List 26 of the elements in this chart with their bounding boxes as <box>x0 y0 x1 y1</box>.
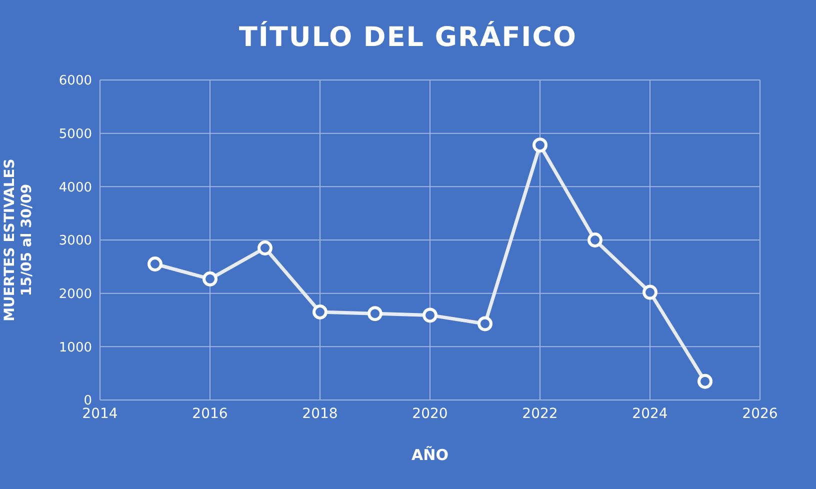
point <box>368 306 382 322</box>
point <box>642 284 658 300</box>
y-tick-label: 3000 <box>58 234 92 249</box>
y-axis-title: MUERTES ESTIVALES 15/05 al 30/09 <box>2 158 35 322</box>
point <box>588 232 602 248</box>
y-tick-label: 6000 <box>58 74 92 89</box>
x-tick-label: 2026 <box>742 406 778 422</box>
point <box>202 271 218 286</box>
x-tick-label: 2020 <box>412 406 448 422</box>
x-tick-label: 2018 <box>302 406 338 422</box>
x-tick-label: 2022 <box>522 406 558 422</box>
point <box>532 138 548 153</box>
y-tick-label: 2000 <box>58 286 92 302</box>
point <box>478 316 492 332</box>
point <box>312 304 328 320</box>
y-tick-label: 4000 <box>58 180 92 196</box>
point <box>148 256 162 272</box>
chart-title: TÍTULO DEL GRÁFICO <box>238 22 578 53</box>
y-tick-label: 1000 <box>58 340 92 356</box>
x-axis-title: AÑO <box>412 446 448 464</box>
point <box>698 374 712 389</box>
x-tick-label: 2016 <box>192 406 228 422</box>
y-tick-label: 5000 <box>58 126 92 142</box>
point <box>258 240 272 256</box>
x-tick-label: 2024 <box>632 406 668 422</box>
point <box>422 308 438 323</box>
